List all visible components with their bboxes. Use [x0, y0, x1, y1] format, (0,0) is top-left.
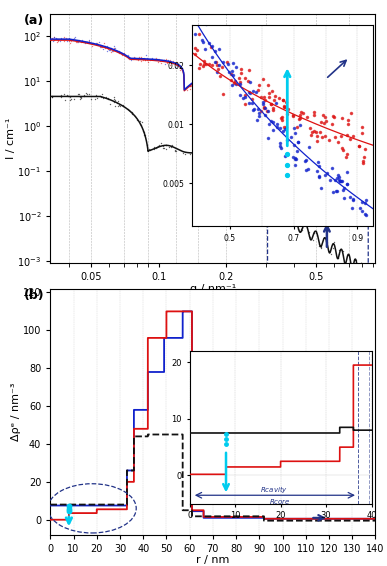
X-axis label: r / nm: r / nm — [196, 555, 229, 565]
Y-axis label: I / cm⁻¹: I / cm⁻¹ — [6, 118, 16, 160]
Text: (a): (a) — [24, 14, 45, 27]
X-axis label: q / nm⁻¹: q / nm⁻¹ — [190, 284, 236, 294]
Text: $R$core: $R$core — [269, 497, 290, 506]
Text: $R$cavity: $R$cavity — [260, 484, 288, 495]
Text: (b): (b) — [24, 289, 45, 302]
Y-axis label: Δρᵉ / nm⁻³: Δρᵉ / nm⁻³ — [11, 383, 21, 441]
